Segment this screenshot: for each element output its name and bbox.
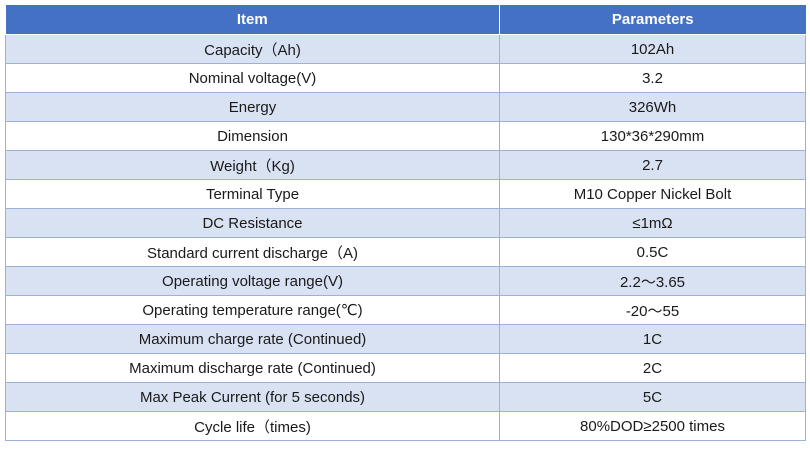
row-item-cell: Terminal Type [5, 179, 500, 209]
row-value-cell: 0.5C [499, 237, 806, 267]
table-row: Capacity（Ah) 102Ah [5, 34, 806, 64]
row-value-cell: ≤1mΩ [499, 208, 806, 238]
row-item-cell: Operating voltage range(V) [5, 266, 500, 296]
row-value-cell: 3.2 [499, 63, 806, 93]
row-item-cell: Max Peak Current (for 5 seconds) [5, 382, 500, 412]
row-value-cell: -20～55 [499, 295, 806, 325]
row-value-cell: 1C [499, 324, 806, 354]
table-header-row: Item Parameters [5, 5, 806, 35]
row-item-cell: Operating temperature range(℃) [5, 295, 500, 325]
table-row: Dimension 130*36*290mm [5, 121, 806, 151]
column-header-parameters: Parameters [499, 5, 806, 35]
row-item-cell: Standard current discharge（A) [5, 237, 500, 267]
row-value-cell: 326Wh [499, 92, 806, 122]
row-item-cell: Nominal voltage(V) [5, 63, 500, 93]
row-item-cell: Cycle life（times) [5, 411, 500, 441]
row-value-cell: M10 Copper Nickel Bolt [499, 179, 806, 209]
table-row: Maximum charge rate (Continued) 1C [5, 324, 806, 354]
row-value-cell: 130*36*290mm [499, 121, 806, 151]
row-item-cell: Maximum discharge rate (Continued) [5, 353, 500, 383]
column-header-item: Item [5, 5, 500, 35]
row-item-cell: Dimension [5, 121, 500, 151]
table-row: Standard current discharge（A) 0.5C [5, 237, 806, 267]
row-item-cell: Capacity（Ah) [5, 34, 500, 64]
row-item-cell: DC Resistance [5, 208, 500, 238]
table-header: Item Parameters [5, 5, 806, 35]
table-row: Operating voltage range(V) 2.2～3.65 [5, 266, 806, 296]
table-row: Max Peak Current (for 5 seconds) 5C [5, 382, 806, 412]
table-row: DC Resistance ≤1mΩ [5, 208, 806, 238]
row-value-cell: 80%DOD≥2500 times [499, 411, 806, 441]
row-item-cell: Weight（Kg) [5, 150, 500, 180]
row-value-cell: 2.7 [499, 150, 806, 180]
table-row: Terminal Type M10 Copper Nickel Bolt [5, 179, 806, 209]
table-body: Capacity（Ah) 102Ah Nominal voltage(V) 3.… [5, 34, 806, 441]
row-value-cell: 5C [499, 382, 806, 412]
row-item-cell: Energy [5, 92, 500, 122]
row-item-cell: Maximum charge rate (Continued) [5, 324, 500, 354]
table-row: Weight（Kg) 2.7 [5, 150, 806, 180]
battery-spec-table: Item Parameters Capacity（Ah) 102Ah Nomin… [5, 5, 806, 441]
row-value-cell: 102Ah [499, 34, 806, 64]
table-row: Operating temperature range(℃) -20～55 [5, 295, 806, 325]
table-row: Cycle life（times) 80%DOD≥2500 times [5, 411, 806, 441]
table-row: Maximum discharge rate (Continued) 2C [5, 353, 806, 383]
row-value-cell: 2.2～3.65 [499, 266, 806, 296]
table-row: Nominal voltage(V) 3.2 [5, 63, 806, 93]
row-value-cell: 2C [499, 353, 806, 383]
table-row: Energy 326Wh [5, 92, 806, 122]
